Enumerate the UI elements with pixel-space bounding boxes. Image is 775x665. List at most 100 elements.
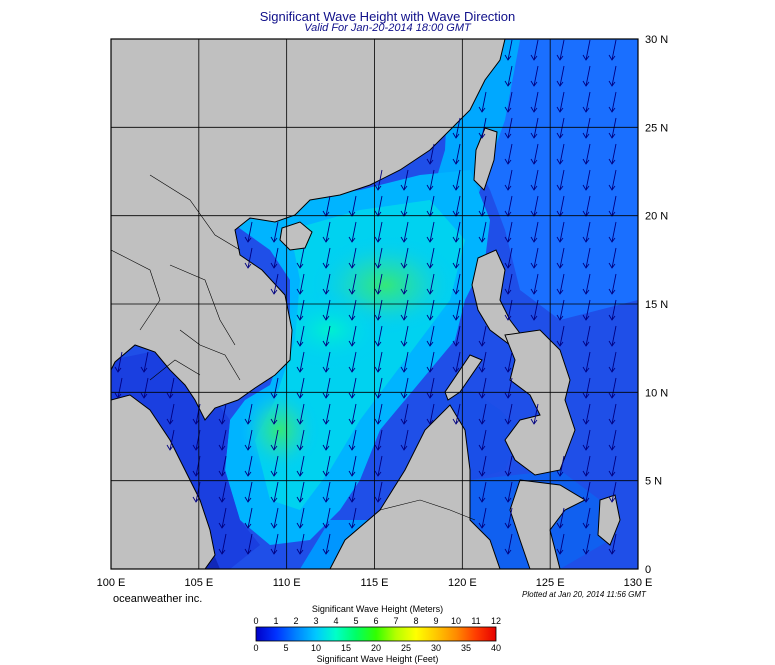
sulawesi-island xyxy=(509,479,587,569)
lat-tick-label: 15 N xyxy=(645,299,668,311)
wave-arrow xyxy=(582,221,591,243)
wave-arrow xyxy=(374,377,383,399)
wave-arrow xyxy=(504,351,513,373)
wave-arrow xyxy=(582,455,591,477)
wave-arrow xyxy=(504,299,513,321)
mindanao-island xyxy=(504,329,576,476)
wave-max-south xyxy=(240,385,320,475)
wave-arrow xyxy=(400,377,409,399)
wave-arrow xyxy=(218,507,227,529)
colorbar-meter-ticks: 0 1 2 3 4 5 6 7 8 9 10 11 12 xyxy=(253,616,501,626)
wave-arrow xyxy=(504,377,513,399)
credit-text: oceanweather inc. xyxy=(113,593,203,605)
wave-arrow xyxy=(556,91,565,113)
wave-arrow xyxy=(504,481,513,503)
country-borders xyxy=(111,174,476,521)
colorbar-meter-tick: 2 xyxy=(293,616,298,626)
taiwan-island xyxy=(473,127,498,191)
wave-arrow xyxy=(348,351,357,373)
wave-arrow xyxy=(296,273,305,295)
wave-arrow xyxy=(608,169,617,191)
wave-arrow xyxy=(374,221,383,243)
longitude-labels: 100 E 105 E 110 E 115 E 120 E 125 E 130 E xyxy=(97,577,653,589)
wave-arrow xyxy=(322,273,331,295)
wave-arrow xyxy=(478,377,487,399)
lat-tick-label: 0 xyxy=(645,564,651,576)
wave-arrow xyxy=(452,273,461,295)
plotted-timestamp: Plotted at Jan 20, 2014 11:56 GMT xyxy=(522,590,646,599)
wave-arrow xyxy=(582,169,591,191)
colorbar-meter-tick: 3 xyxy=(313,616,318,626)
wave-arrow xyxy=(348,377,357,399)
wave-arrow xyxy=(192,481,201,503)
wave-arrow xyxy=(296,351,305,373)
wave-arrow xyxy=(556,455,565,477)
wave-arrow xyxy=(348,507,357,529)
wave-mid-zone xyxy=(270,290,390,370)
wave-arrow xyxy=(478,403,487,425)
wave-arrow xyxy=(478,429,487,451)
wave-arrow xyxy=(556,325,565,347)
wave-arrow xyxy=(478,351,487,373)
wave-arrow xyxy=(556,143,565,165)
wave-arrow xyxy=(426,143,435,165)
wave-arrow xyxy=(348,247,357,269)
wave-arrow xyxy=(582,533,591,555)
wave-arrow xyxy=(296,247,305,269)
wave-arrow xyxy=(478,455,487,477)
lon-tick-label: 110 E xyxy=(273,577,301,589)
wave-arrow xyxy=(374,481,383,503)
wave-arrow xyxy=(140,351,149,373)
wave-arrow xyxy=(608,325,617,347)
colorbar xyxy=(255,626,497,642)
wave-arrow xyxy=(608,377,617,399)
wave-arrow xyxy=(426,273,435,295)
wave-arrow xyxy=(504,247,513,269)
wave-arrow xyxy=(582,377,591,399)
wave-arrow xyxy=(530,143,539,165)
wave-arrow xyxy=(530,169,539,191)
wave-arrow xyxy=(374,299,383,321)
wave-arrow xyxy=(270,429,279,451)
wave-arrow xyxy=(322,403,331,425)
colorbar-feet-tick: 40 xyxy=(491,643,501,653)
wave-arrow xyxy=(348,455,357,477)
wave-arrow xyxy=(270,247,279,269)
wave-arrow xyxy=(504,507,513,529)
wave-arrow xyxy=(244,455,253,477)
wave-arrow xyxy=(504,221,513,243)
wave-arrow xyxy=(296,325,305,347)
asia-mainland xyxy=(111,39,506,421)
wave-arrow xyxy=(374,455,383,477)
wave-arrow xyxy=(244,221,253,243)
wave-arrow xyxy=(296,377,305,399)
wave-arrow xyxy=(400,403,409,425)
colorbar-feet-tick: 10 xyxy=(311,643,321,653)
wave-arrow xyxy=(322,481,331,503)
wave-arrow xyxy=(348,273,357,295)
wave-arrow xyxy=(322,221,331,243)
wave-arrow xyxy=(374,169,383,191)
wave-arrow xyxy=(400,273,409,295)
wave-arrow xyxy=(582,325,591,347)
wave-arrow xyxy=(322,455,331,477)
wave-arrow xyxy=(608,247,617,269)
wave-arrow xyxy=(244,247,253,269)
wave-arrow xyxy=(452,299,461,321)
wave-arrow xyxy=(426,247,435,269)
colorbar-meter-tick: 7 xyxy=(393,616,398,626)
wave-arrow xyxy=(608,455,617,477)
lat-tick-label: 25 N xyxy=(645,122,668,134)
wave-arrow xyxy=(218,481,227,503)
wave-arrow xyxy=(374,403,383,425)
wave-arrow xyxy=(478,325,487,347)
wave-arrow xyxy=(322,377,331,399)
lon-tick-label: 105 E xyxy=(184,577,213,589)
wave-arrow xyxy=(556,247,565,269)
wave-arrow xyxy=(296,455,305,477)
wave-arrow xyxy=(426,351,435,373)
wave-arrow xyxy=(192,429,201,451)
wave-arrow xyxy=(582,65,591,87)
hainan-island xyxy=(279,221,313,251)
wave-arrow xyxy=(348,429,357,451)
